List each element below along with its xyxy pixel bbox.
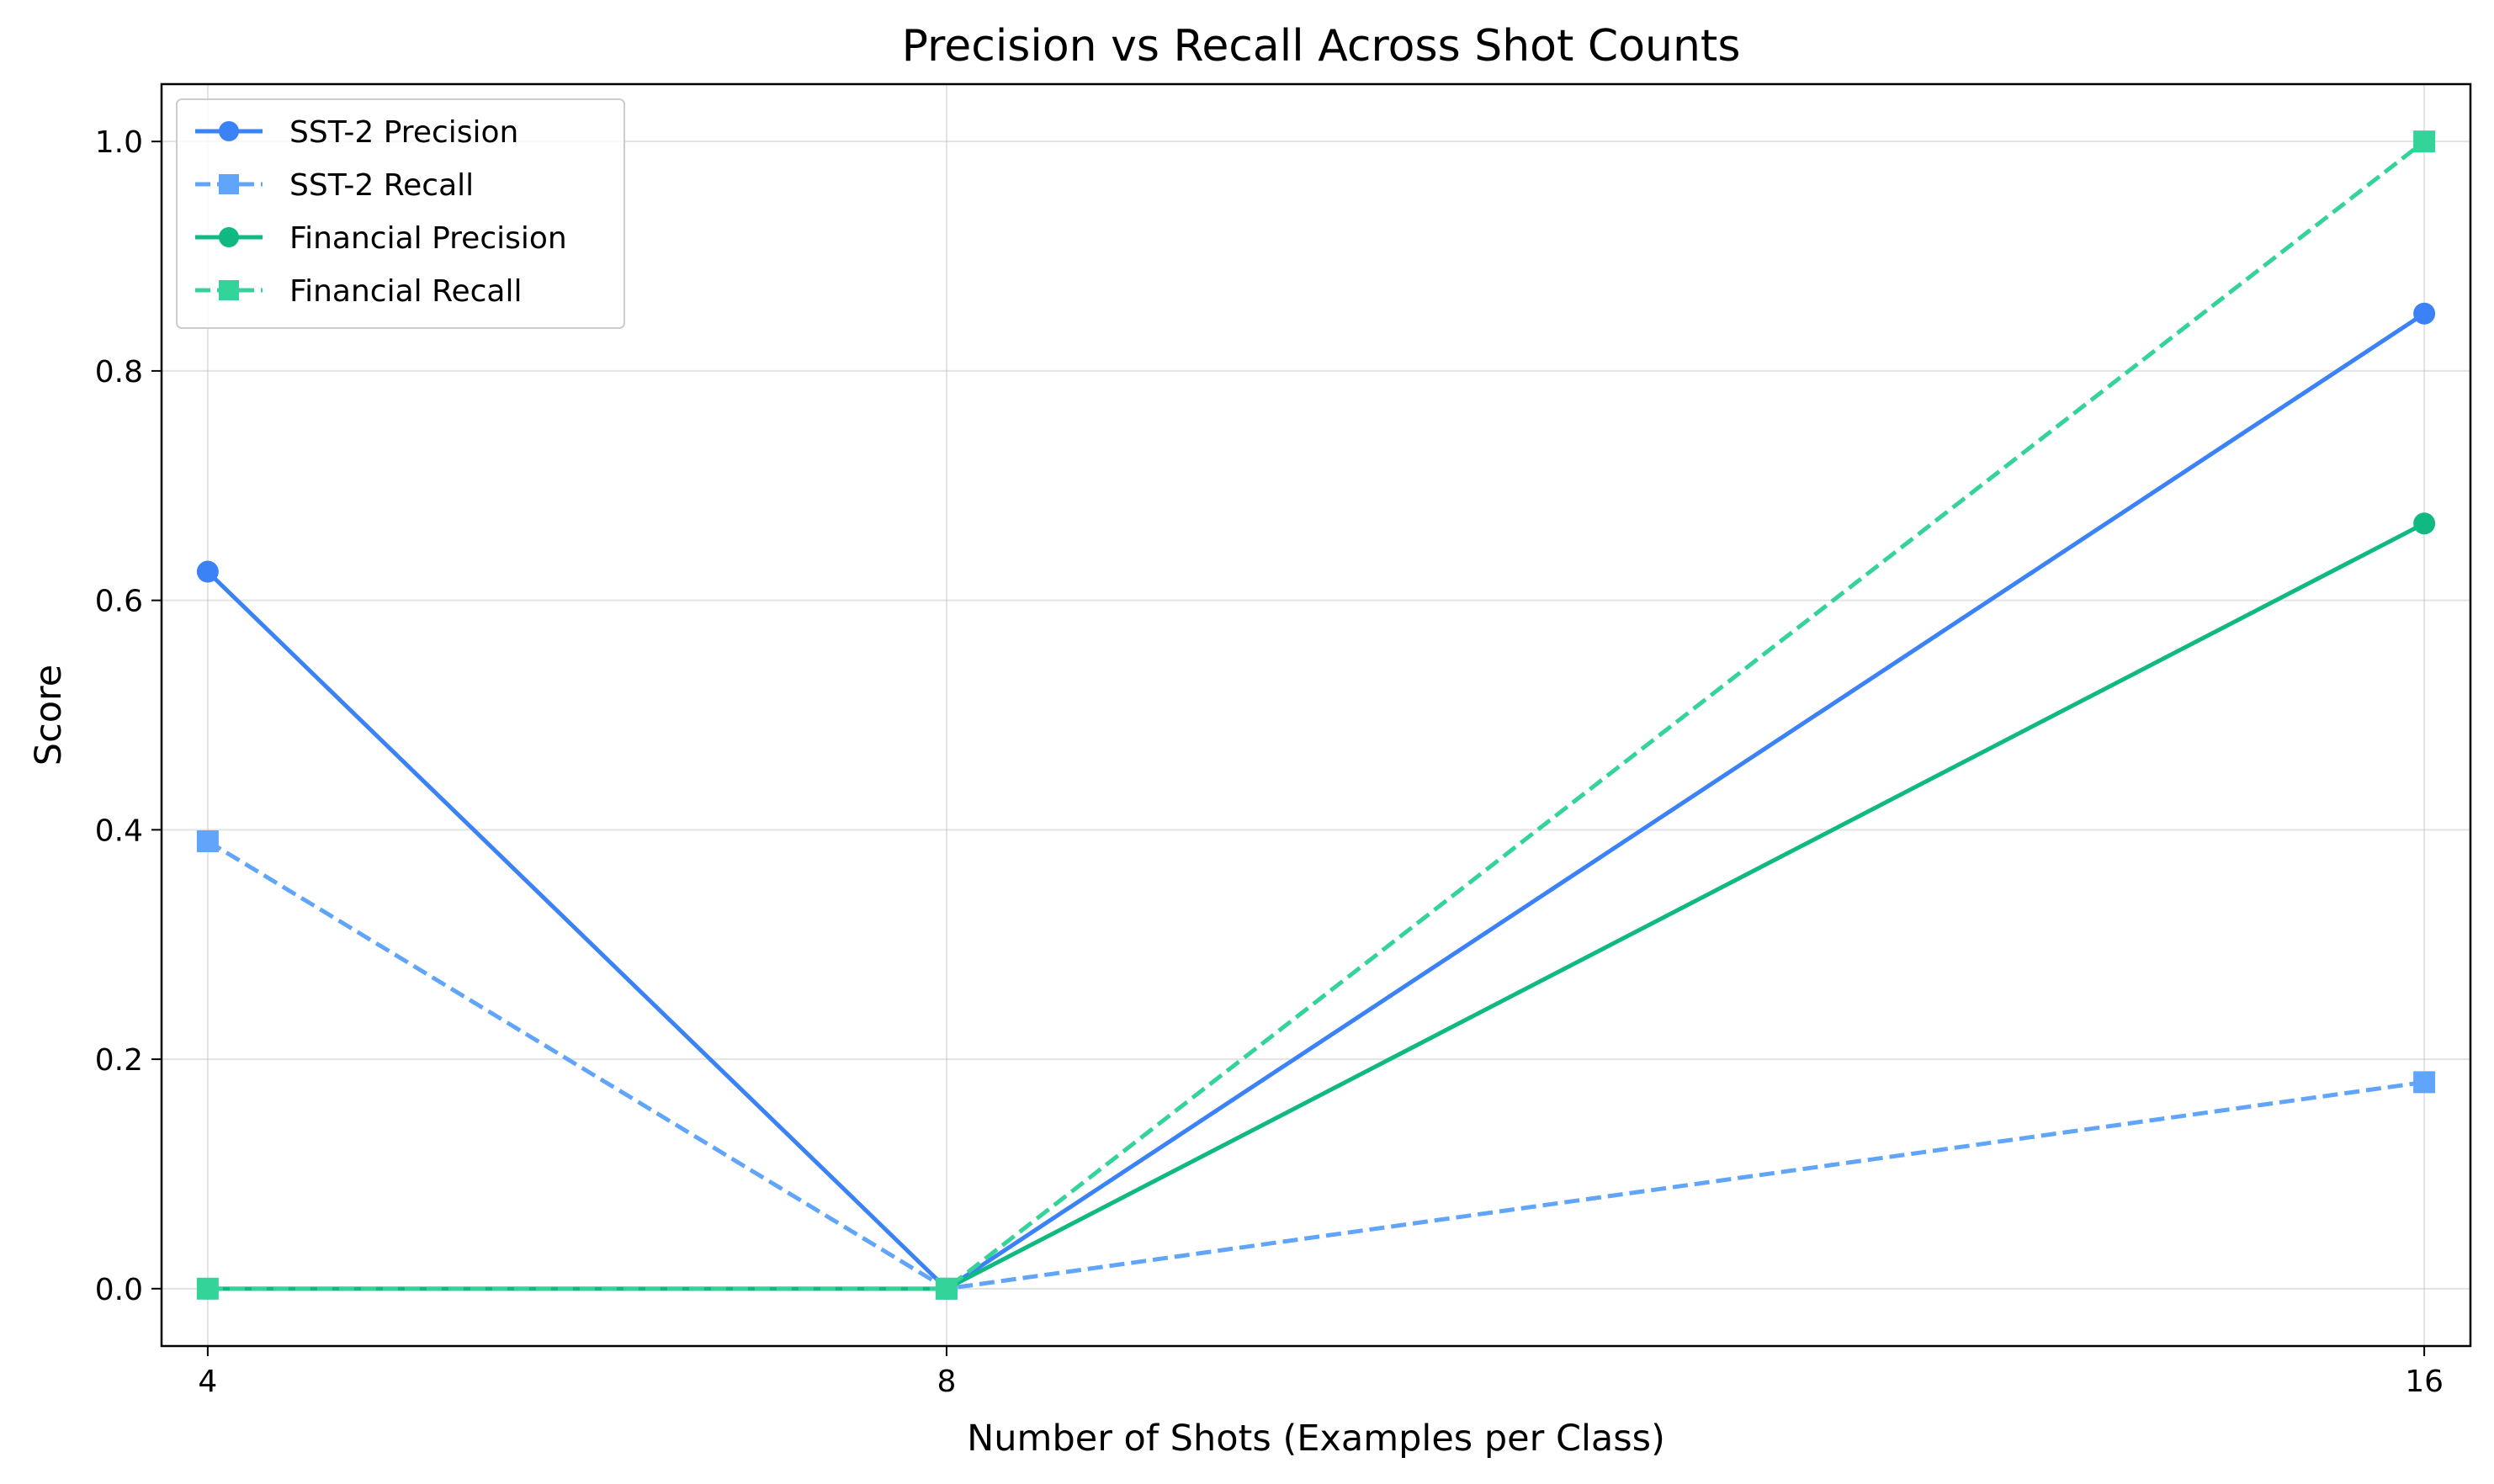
legend-label: SST-2 Precision bbox=[289, 115, 518, 150]
y-tick-label: 0.8 bbox=[95, 355, 143, 390]
legend-swatch-marker bbox=[219, 280, 239, 300]
data-point-marker bbox=[2413, 512, 2436, 535]
legend-label: Financial Precision bbox=[289, 221, 567, 256]
series-sst-2-recall bbox=[196, 830, 2436, 1300]
legend-swatch-marker bbox=[219, 121, 239, 141]
legend-item-financial-recall: Financial Recall bbox=[195, 274, 523, 309]
legend-swatch-marker bbox=[219, 174, 239, 194]
y-tick-label: 1.0 bbox=[95, 125, 143, 160]
series-layer bbox=[196, 130, 2436, 1300]
series-line-sst-2-recall bbox=[206, 839, 2425, 1291]
y-tick-label: 0.2 bbox=[95, 1043, 143, 1078]
plot-area-frame bbox=[160, 82, 2472, 1348]
legend-swatch-marker bbox=[219, 227, 239, 247]
x-tick-label: 4 bbox=[198, 1365, 217, 1399]
legend-item-sst-2-recall: SST-2 Recall bbox=[195, 168, 474, 203]
data-point-marker bbox=[935, 1277, 958, 1300]
series-line-financial-precision bbox=[207, 522, 2426, 1291]
y-tick-label: 0.4 bbox=[95, 814, 143, 848]
data-point-marker bbox=[196, 830, 219, 852]
tick-layer: 4 8 16 0.0 0.2 0.4 0.6 0.8 1.0 bbox=[95, 125, 2444, 1399]
y-tick-label: 0.6 bbox=[95, 585, 143, 619]
legend-box bbox=[176, 98, 625, 329]
series-financial-recall bbox=[196, 130, 2436, 1300]
legend-label: SST-2 Recall bbox=[289, 168, 474, 203]
chart-title: Precision vs Recall Across Shot Counts bbox=[902, 21, 1741, 72]
series-sst-2-precision bbox=[196, 302, 2436, 1300]
legend: SST-2 Precision SST-2 Recall Financial Pre… bbox=[176, 98, 625, 329]
data-point-marker bbox=[2413, 130, 2436, 153]
series-line-financial-recall bbox=[207, 140, 2426, 1291]
y-axis-title: Score bbox=[28, 665, 70, 766]
legend-item-sst-2-precision: SST-2 Precision bbox=[195, 115, 518, 150]
series-financial-precision bbox=[196, 512, 2436, 1300]
legend-item-financial-precision: Financial Precision bbox=[195, 221, 567, 256]
data-point-marker bbox=[2413, 302, 2436, 325]
y-tick-label: 0.0 bbox=[95, 1273, 143, 1307]
data-point-marker bbox=[196, 560, 219, 583]
data-point-marker bbox=[196, 1277, 219, 1300]
series-line-sst-2-precision bbox=[206, 311, 2426, 1291]
x-tick-label: 8 bbox=[937, 1365, 957, 1399]
x-tick-label: 16 bbox=[2405, 1365, 2444, 1399]
x-axis-title: Number of Shots (Examples per Class) bbox=[967, 1418, 1665, 1460]
legend-label: Financial Recall bbox=[289, 274, 523, 309]
data-point-marker bbox=[2413, 1071, 2436, 1094]
